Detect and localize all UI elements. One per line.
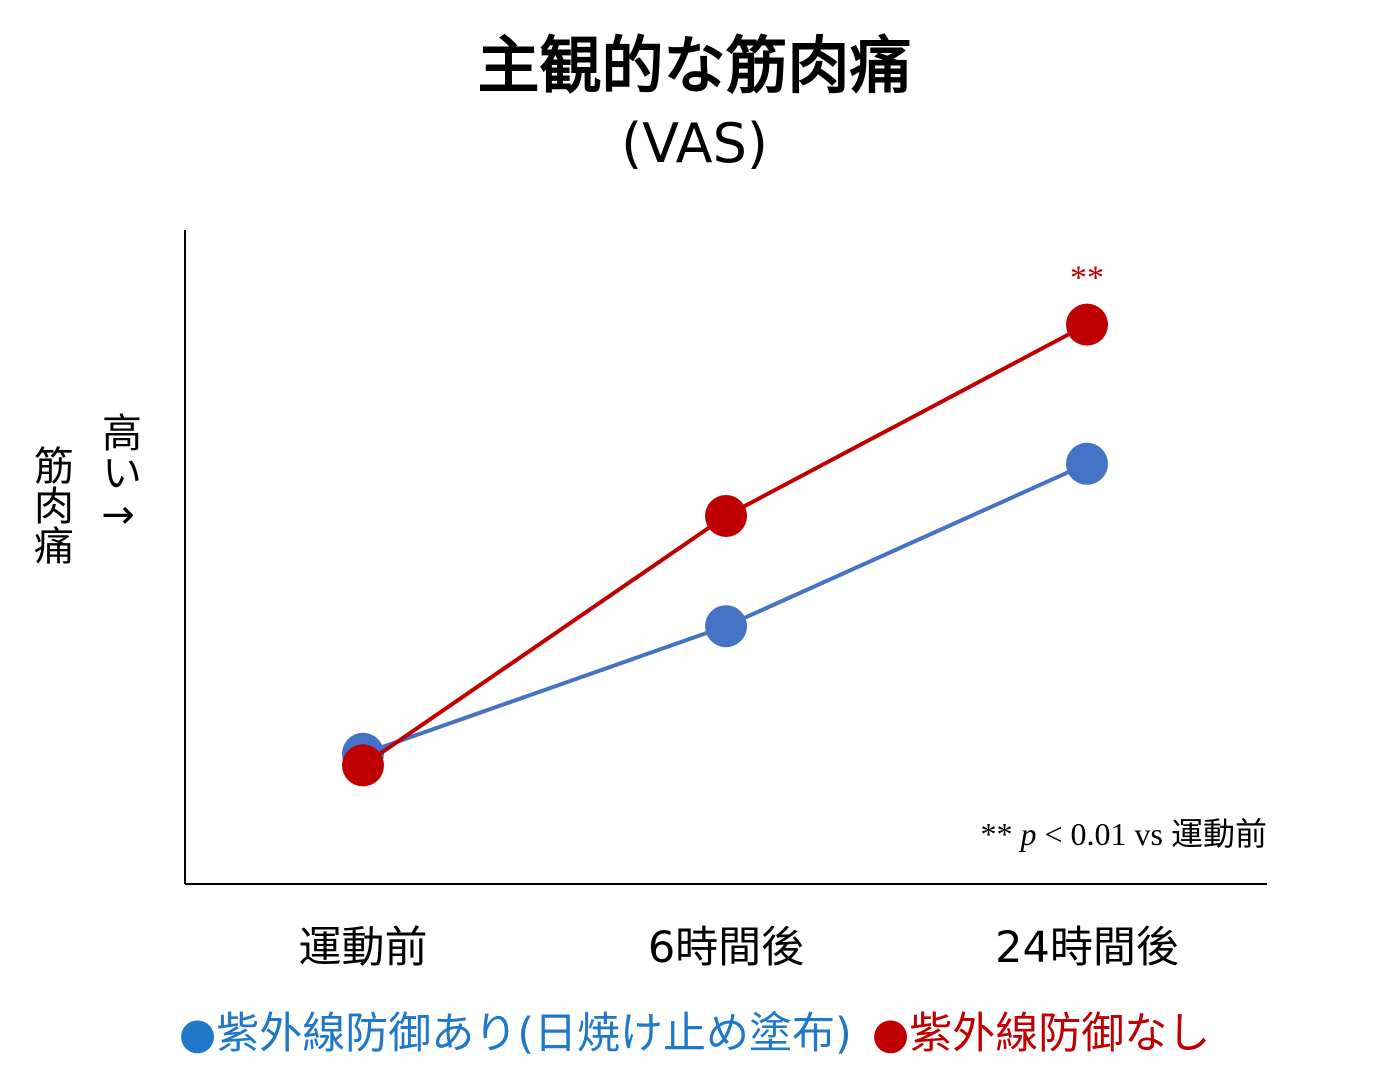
x-tick-label: 24時間後 <box>995 923 1179 973</box>
chart-subtitle: (VAS) <box>621 112 768 175</box>
y-axis-direction-label: 高い→ <box>95 412 141 538</box>
legend-item-with-uv-protection: ●紫外線防御あり(日焼け止め塗布) <box>179 1004 852 1064</box>
x-tick-label: 運動前 <box>299 923 428 973</box>
footnote-threshold: < 0.01 vs <box>1036 816 1171 852</box>
legend-item-without-uv-protection: ●紫外線防御なし <box>872 1004 1211 1064</box>
data-point-series-1-0 <box>342 744 384 787</box>
series-line-1 <box>361 322 1088 768</box>
chart-title: 主観的な筋肉痛 <box>477 29 912 102</box>
y-axis-label: 筋肉痛 <box>27 445 74 565</box>
legend: ●紫外線防御あり(日焼け止め塗布) ●紫外線防御なし <box>0 1004 1389 1064</box>
significance-annotation: ** <box>1070 260 1104 297</box>
data-point-series-1-2 <box>1066 303 1108 346</box>
legend-label-with-uv-protection: ●紫外線防御あり(日焼け止め塗布) <box>178 1009 852 1059</box>
data-point-series-1-1 <box>705 495 747 537</box>
x-tick-label: 6時間後 <box>648 923 804 973</box>
footnote-reference: 運動前 <box>1171 815 1267 853</box>
data-point-series-0-1 <box>705 605 747 648</box>
footnote-p: p <box>1018 816 1036 852</box>
legend-label-without-uv-protection: ●紫外線防御なし <box>871 1009 1211 1059</box>
data-point-series-0-2 <box>1066 442 1108 485</box>
footnote: ** p < 0.01 vs 運動前 <box>980 815 1267 853</box>
footnote-stars: ** <box>980 816 1020 852</box>
